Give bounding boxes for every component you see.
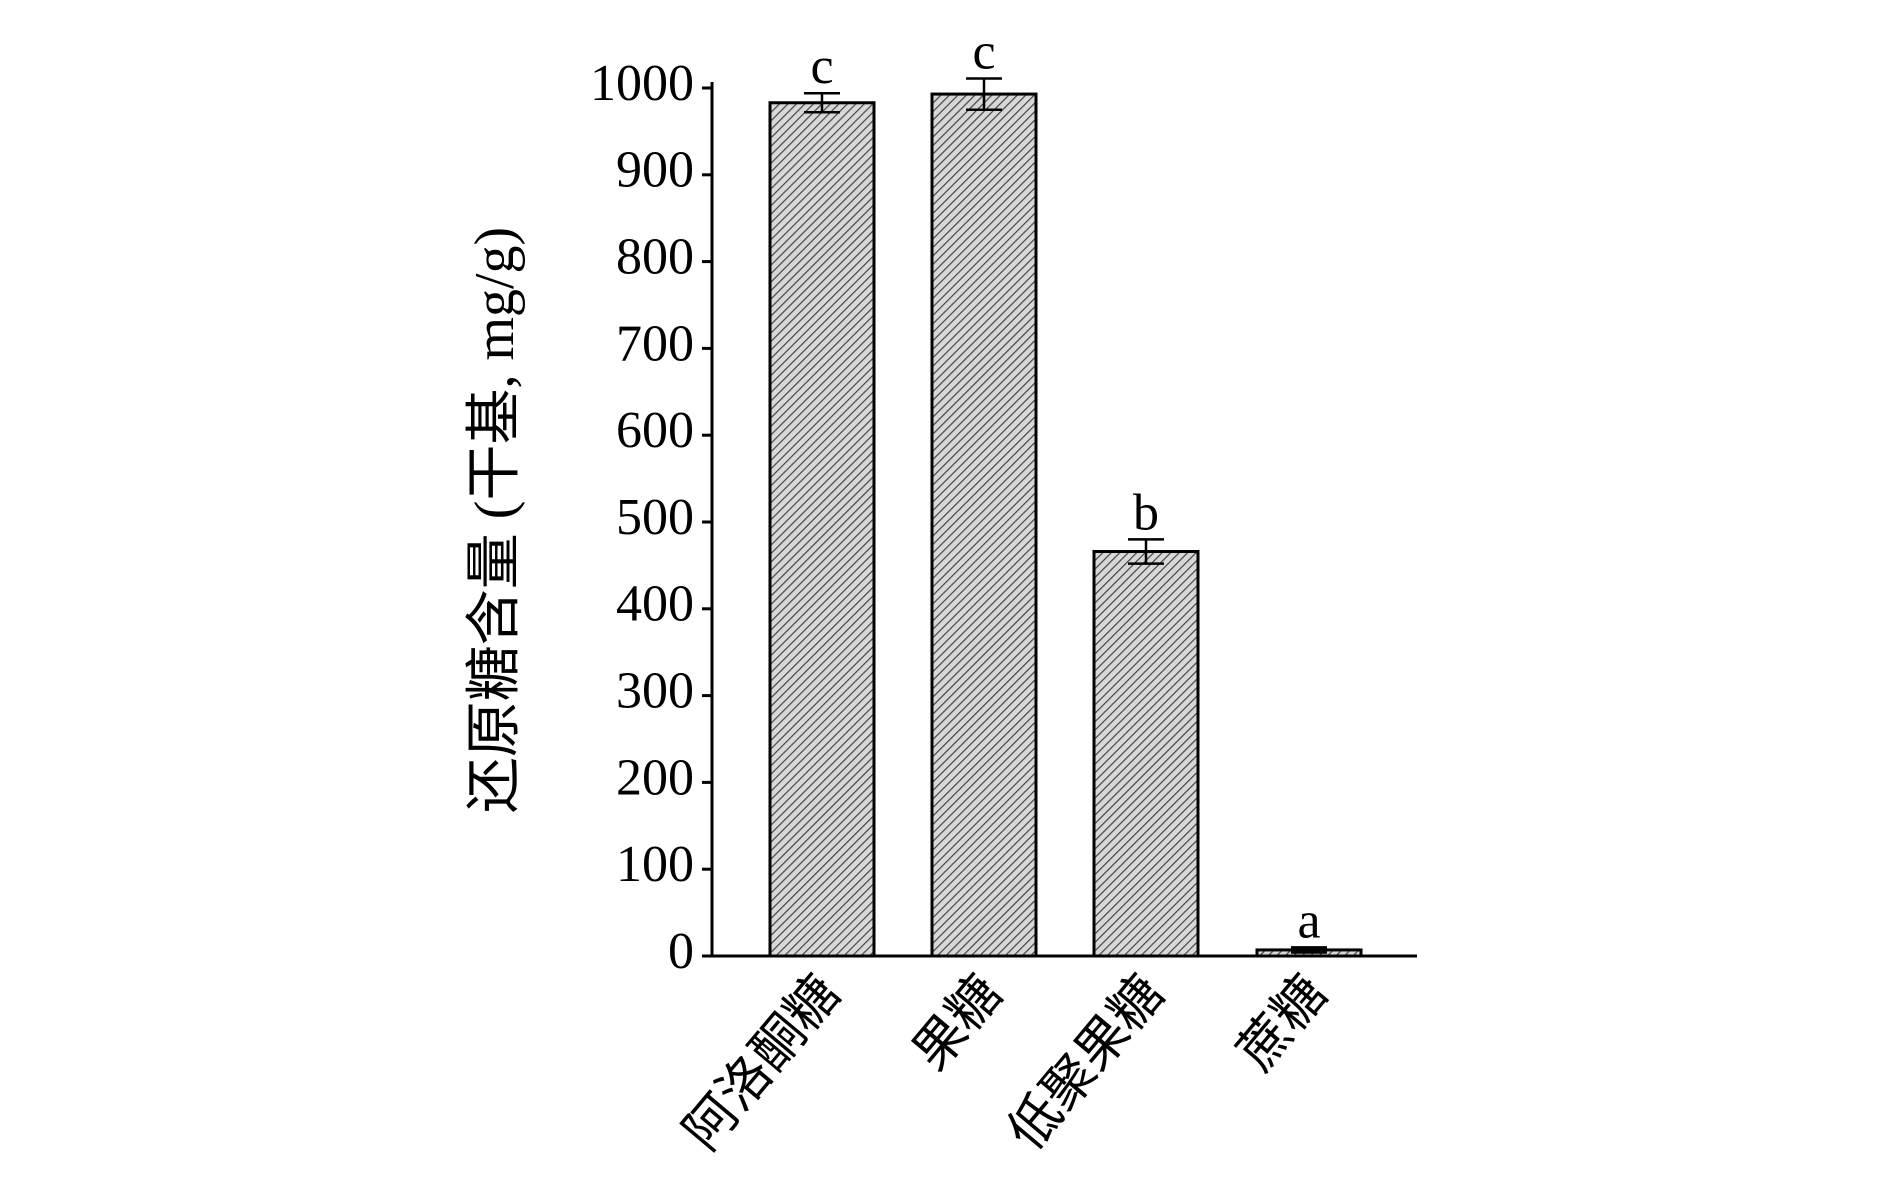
y-tick-label: 900 [616,142,694,199]
significance-label: b [1133,484,1159,541]
significance-label: c [810,38,833,95]
y-tick-label: 1000 [590,55,694,112]
y-tick-label: 200 [616,749,694,806]
y-tick-label: 700 [616,315,694,372]
x-tick-label: 果糖 [903,965,1014,1081]
y-tick-label: 100 [616,836,694,893]
x-tick-label: 阿洛酮糖 [674,965,851,1161]
bar [930,92,1038,958]
bar [1092,550,1200,958]
y-tick-label: 800 [616,229,694,286]
y-tick-label: 0 [668,923,694,980]
x-tick-label: 蔗糖 [1228,965,1339,1081]
y-tick-label: 300 [616,663,694,720]
y-tick-label: 600 [616,402,694,459]
significance-label: a [1297,892,1320,949]
y-tick-label: 500 [616,489,694,546]
y-tick-label: 400 [616,576,694,633]
bar [768,101,876,958]
x-tick-label: 低聚果糖 [998,965,1175,1161]
significance-label: c [972,23,995,80]
y-axis-title: 还原糖含量 (干基, mg/g) [464,227,526,813]
